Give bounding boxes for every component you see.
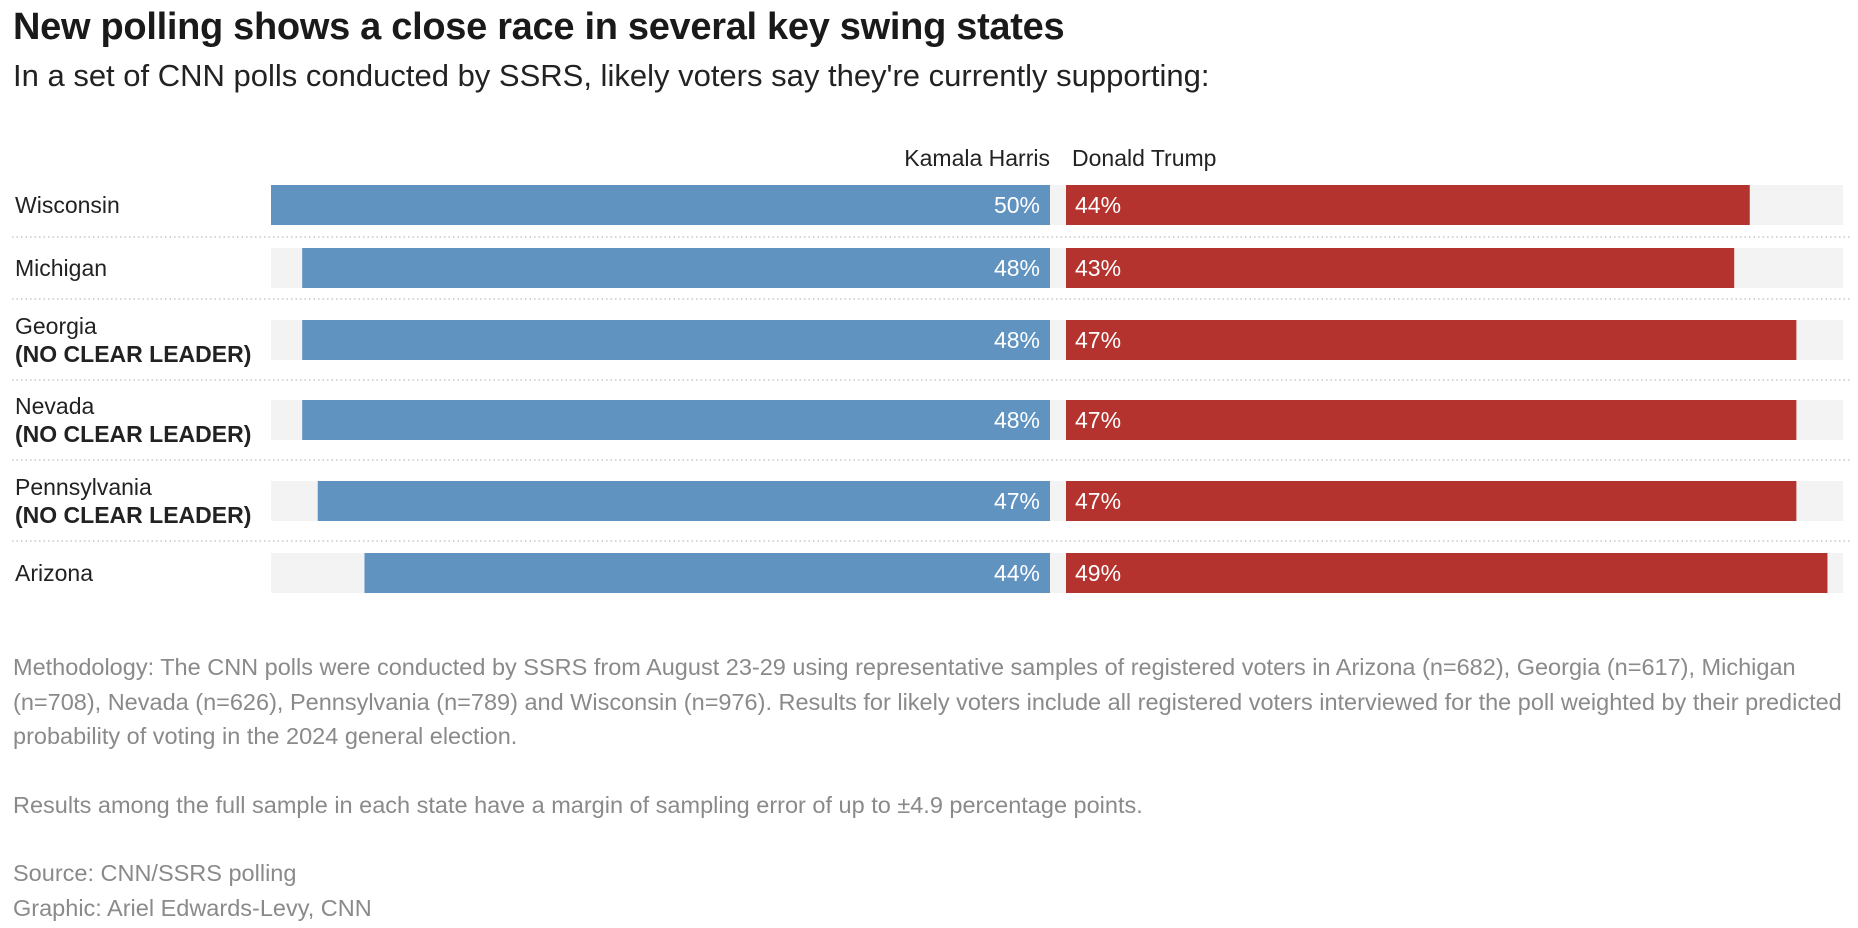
legend-label-trump: Donald Trump: [1072, 145, 1216, 171]
bar-trump: [1066, 481, 1797, 521]
state-label: Arizona: [15, 560, 93, 586]
value-label-harris: 48%: [994, 327, 1040, 353]
value-label-harris: 48%: [994, 407, 1040, 433]
value-label-trump: 47%: [1075, 488, 1121, 514]
state-label: Pennsylvania: [15, 474, 152, 500]
state-label: Michigan: [15, 255, 107, 281]
bar-harris: [302, 248, 1050, 288]
value-label-trump: 43%: [1075, 255, 1121, 281]
value-label-trump: 44%: [1075, 192, 1121, 218]
chart-notes: Methodology: The CNN polls were conducte…: [13, 650, 1853, 925]
state-label: Georgia: [15, 313, 97, 339]
value-label-harris: 48%: [994, 255, 1040, 281]
state-label: Wisconsin: [15, 192, 120, 218]
state-note-label: (NO CLEAR LEADER): [15, 421, 251, 447]
bar-trump: [1066, 320, 1797, 360]
chart-title: New polling shows a close race in severa…: [13, 6, 1065, 48]
methodology-note: Methodology: The CNN polls were conducte…: [13, 654, 1842, 749]
bar-harris: [302, 320, 1050, 360]
value-label-trump: 49%: [1075, 560, 1121, 586]
state-note-label: (NO CLEAR LEADER): [15, 502, 251, 528]
graphic-credit: Graphic: Ariel Edwards-Levy, CNN: [13, 894, 372, 921]
bar-harris: [364, 553, 1051, 593]
diverging-bar-chart: Kamala Harris Donald Trump 50% 44% Wisconsin…: [12, 145, 1852, 593]
legend-label-harris: Kamala Harris: [904, 145, 1050, 171]
value-label-harris: 50%: [994, 192, 1040, 218]
value-label-trump: 47%: [1075, 407, 1121, 433]
margin-of-error-note: Results among the full sample in each st…: [13, 791, 1143, 818]
value-label-trump: 47%: [1075, 327, 1121, 353]
chart-subtitle: In a set of CNN polls conducted by SSRS,…: [13, 58, 1210, 93]
bar-trump: [1066, 248, 1735, 288]
bar-trump: [1066, 553, 1828, 593]
value-label-harris: 47%: [994, 488, 1040, 514]
bar-harris: [302, 400, 1050, 440]
state-label: Nevada: [15, 393, 94, 419]
state-note-label: (NO CLEAR LEADER): [15, 341, 251, 367]
bar-trump: [1066, 185, 1750, 225]
value-label-harris: 44%: [994, 560, 1040, 586]
bar-harris: [317, 481, 1050, 521]
bar-trump: [1066, 400, 1797, 440]
source-note: Source: CNN/SSRS polling: [13, 860, 297, 886]
bar-harris: [271, 185, 1050, 225]
